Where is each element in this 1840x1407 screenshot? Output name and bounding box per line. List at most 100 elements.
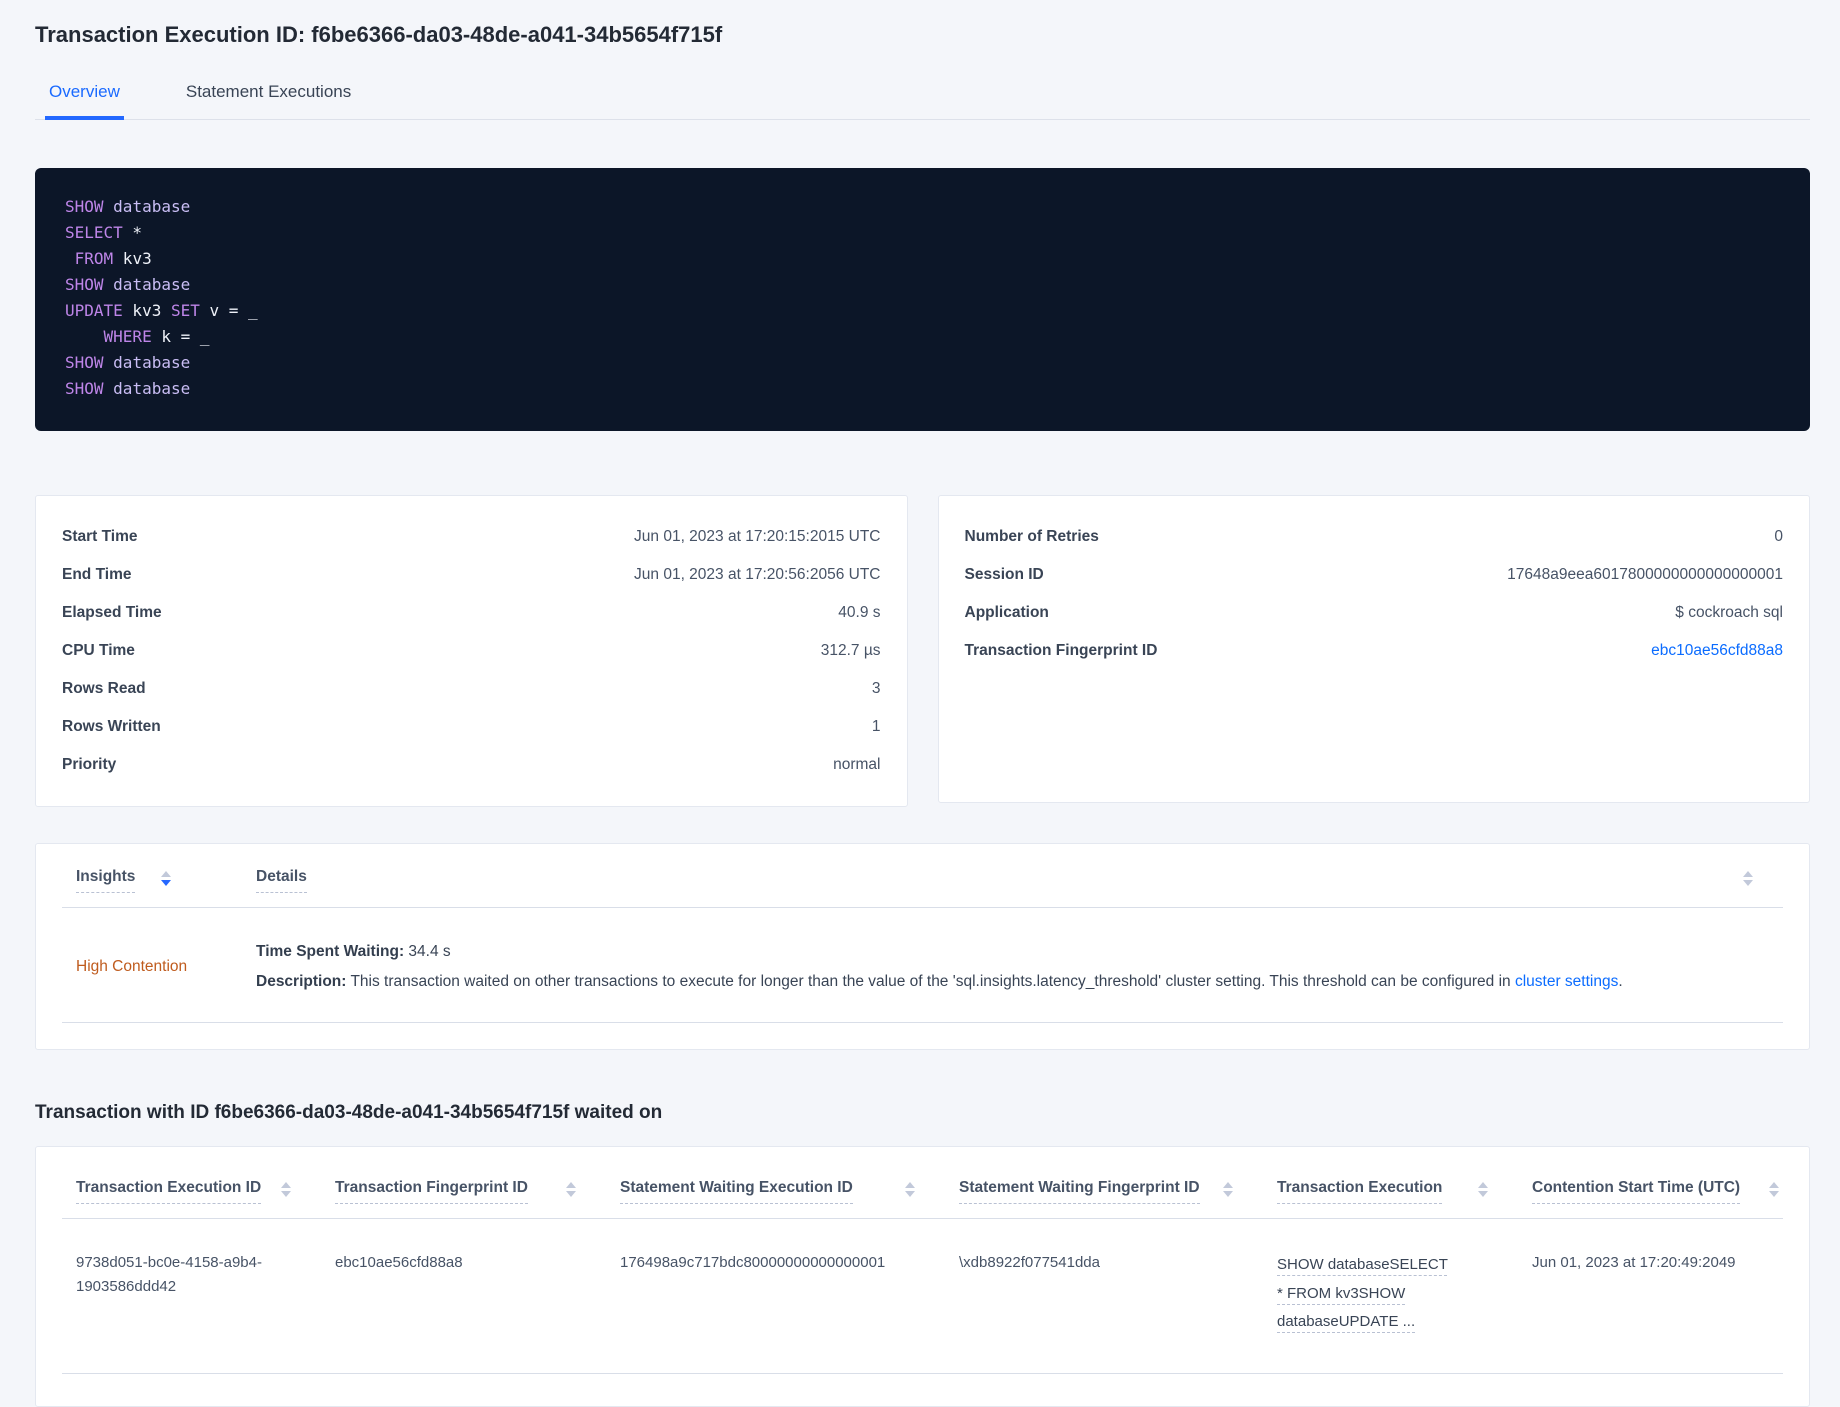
insights-column-label[interactable]: Insights — [76, 868, 136, 893]
insights-header-row: Insights Details — [62, 868, 1783, 908]
rows-written-value: 1 — [871, 718, 881, 735]
sql-token: WHERE — [103, 327, 152, 346]
transaction-execution-link[interactable]: SHOW databaseSELECT * FROM kv3SHOW datab… — [1277, 1256, 1448, 1331]
sort-icon[interactable] — [1478, 1179, 1488, 1198]
insights-column-header: Insights — [76, 868, 256, 893]
column-label[interactable]: Transaction Execution ID — [76, 1179, 262, 1205]
waited-on-table: Transaction Execution ID Transaction Fin… — [35, 1146, 1810, 1407]
sql-token: database — [113, 379, 191, 398]
sql-token: SHOW — [65, 379, 104, 398]
timing-card: Start Time Jun 01, 2023 at 17:20:15:2015… — [35, 495, 908, 807]
insights-table: Insights Details High Contention Time Sp… — [35, 843, 1810, 1051]
time-spent-waiting-value: 34.4 s — [404, 943, 451, 960]
kv-row-transaction-fingerprint: Transaction Fingerprint ID ebc10ae56cfd8… — [965, 632, 1784, 670]
insight-details: Time Spent Waiting: 34.4 s Description: … — [256, 940, 1783, 994]
sql-token: k = _ — [151, 327, 210, 346]
sql-token — [104, 379, 114, 398]
column-label[interactable]: Statement Waiting Execution ID — [620, 1179, 853, 1205]
kv-row-start-time: Start Time Jun 01, 2023 at 17:20:15:2015… — [62, 518, 881, 556]
sql-token: database — [113, 275, 191, 294]
sql-line: SHOW database — [65, 272, 1780, 298]
column-header-transaction-execution: Transaction Execution — [1277, 1179, 1532, 1205]
sort-up-icon — [1223, 1182, 1233, 1189]
sql-line: FROM kv3 — [65, 246, 1780, 272]
sql-token: SHOW — [65, 275, 104, 294]
insight-type-badge: High Contention — [76, 958, 188, 976]
start-time-value: Jun 01, 2023 at 17:20:15:2015 UTC — [634, 528, 881, 545]
session-card: Number of Retries 0 Session ID 17648a9ee… — [937, 495, 1810, 803]
sql-token: UPDATE — [65, 301, 123, 320]
sort-up-icon — [566, 1182, 576, 1189]
sql-token: kv3 — [113, 249, 152, 268]
tab-statement-executions[interactable]: Statement Executions — [185, 82, 352, 101]
column-label[interactable]: Contention Start Time (UTC) — [1532, 1179, 1741, 1205]
details-column-label[interactable]: Details — [256, 868, 307, 893]
column-label[interactable]: Statement Waiting Fingerprint ID — [959, 1179, 1200, 1205]
sql-token: kv3 — [122, 301, 171, 320]
transaction-fingerprint-id-cell: ebc10ae56cfd88a8 — [335, 1254, 463, 1272]
kv-row-end-time: End Time Jun 01, 2023 at 17:20:56:2056 U… — [62, 556, 881, 594]
cpu-time-value: 312.7 µs — [820, 642, 881, 659]
column-header-contention-start-time: Contention Start Time (UTC) — [1532, 1179, 1783, 1205]
column-label[interactable]: Transaction Fingerprint ID — [335, 1179, 528, 1205]
description-label: Description: — [256, 973, 347, 991]
sql-line: WHERE k = _ — [65, 324, 1780, 350]
transaction-fingerprint-label: Transaction Fingerprint ID — [964, 642, 1158, 659]
sort-down-icon — [566, 1191, 576, 1198]
sql-line: SHOW database — [65, 350, 1780, 376]
sort-down-icon — [161, 880, 172, 886]
priority-label: Priority — [62, 756, 117, 773]
sql-token: v = _ — [199, 301, 258, 320]
sql-token — [65, 249, 75, 268]
transaction-fingerprint-link[interactable]: ebc10ae56cfd88a8 — [1651, 642, 1783, 659]
start-time-label: Start Time — [62, 528, 138, 545]
rows-written-label: Rows Written — [62, 718, 161, 735]
sort-icon[interactable] — [161, 868, 172, 886]
sql-token: SHOW — [65, 353, 104, 372]
kv-row-rows-read: Rows Read 3 — [62, 670, 881, 708]
column-header-transaction-fingerprint-id: Transaction Fingerprint ID — [335, 1179, 620, 1205]
sort-icon[interactable] — [1769, 1179, 1779, 1198]
kv-row-elapsed-time: Elapsed Time 40.9 s — [62, 594, 881, 632]
end-time-label: End Time — [62, 566, 132, 583]
sql-line: UPDATE kv3 SET v = _ — [65, 298, 1780, 324]
sql-token: database — [113, 197, 191, 216]
description-text: This transaction waited on other transac… — [346, 973, 1515, 991]
sort-down-icon — [281, 1191, 291, 1198]
sql-token: SET — [170, 301, 200, 320]
sort-up-icon — [281, 1182, 291, 1189]
description-line: Description: This transaction waited on … — [256, 970, 1783, 994]
statement-waiting-execution-id-cell: 176498a9c717bdc80000000000000001 — [620, 1254, 886, 1272]
kv-row-application: Application $ cockroach sql — [965, 594, 1784, 632]
transaction-execution-cell: SHOW databaseSELECT * FROM kv3SHOW datab… — [1277, 1251, 1532, 1337]
sql-statements-box: SHOW database SELECT * FROM kv3 SHOW dat… — [35, 168, 1810, 431]
waited-header-row: Transaction Execution ID Transaction Fin… — [62, 1173, 1783, 1220]
kv-row-session-id: Session ID 17648a9eea6017800000000000000… — [965, 556, 1784, 594]
contention-start-time-cell: Jun 01, 2023 at 17:20:49:2049 — [1532, 1254, 1736, 1272]
sort-down-icon — [1769, 1191, 1779, 1198]
sort-icon[interactable] — [1743, 868, 1753, 886]
sql-token — [104, 353, 114, 372]
rows-read-value: 3 — [871, 680, 881, 697]
sort-icon[interactable] — [1223, 1179, 1233, 1198]
sort-up-icon — [905, 1182, 915, 1189]
table-sort-control — [1743, 868, 1783, 886]
sql-token: database — [113, 353, 191, 372]
session-id-label: Session ID — [964, 566, 1044, 583]
sql-token: * — [122, 223, 143, 242]
sort-up-icon — [1769, 1182, 1779, 1189]
sql-token: FROM — [74, 249, 114, 268]
kv-row-cpu-time: CPU Time 312.7 µs — [62, 632, 881, 670]
sort-down-icon — [1743, 880, 1753, 886]
cluster-settings-link[interactable]: cluster settings — [1514, 973, 1619, 991]
sort-icon[interactable] — [566, 1179, 576, 1198]
sort-down-icon — [1223, 1191, 1233, 1198]
sql-line: SELECT * — [65, 220, 1780, 246]
tab-overview[interactable]: Overview — [45, 76, 124, 120]
rows-read-label: Rows Read — [62, 680, 146, 697]
column-label[interactable]: Transaction Execution — [1277, 1179, 1443, 1205]
sort-icon[interactable] — [905, 1179, 915, 1198]
column-header-transaction-execution-id: Transaction Execution ID — [62, 1179, 335, 1205]
application-value: $ cockroach sql — [1675, 604, 1783, 621]
sort-icon[interactable] — [281, 1179, 291, 1198]
